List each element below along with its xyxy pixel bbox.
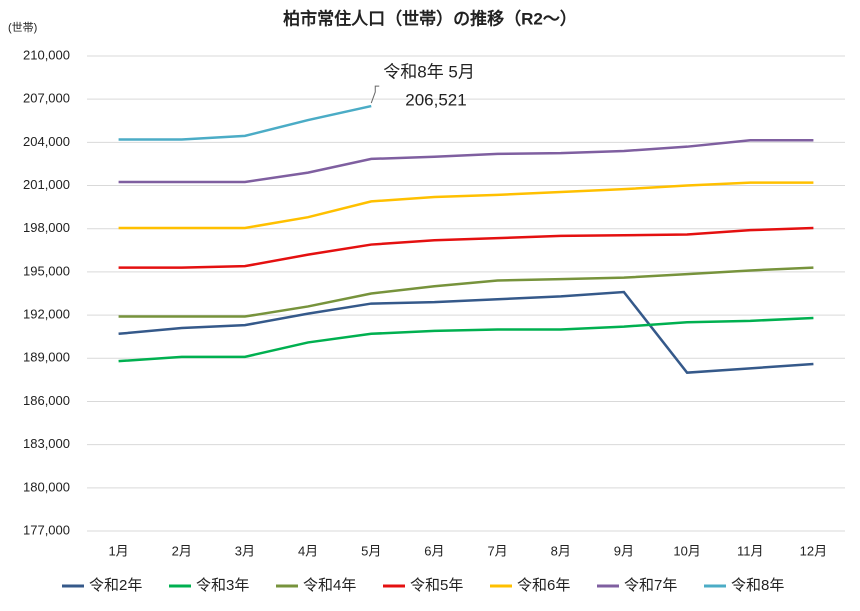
- annotation: 令和8年 5月: [383, 63, 475, 82]
- x-tick-label: 10月: [673, 543, 700, 558]
- x-tick-label: 11月: [737, 543, 764, 558]
- y-tick-label: 189,000: [23, 350, 70, 365]
- x-tick-label: 2月: [172, 543, 192, 558]
- x-tick-label: 9月: [614, 543, 634, 558]
- value-label: 206,521: [405, 91, 466, 110]
- legend-label: 令和3年: [196, 577, 249, 594]
- y-axis-label: (世帯): [8, 21, 37, 34]
- y-tick-label: 177,000: [23, 522, 70, 537]
- y-tick-label: 198,000: [23, 220, 70, 235]
- y-tick-label: 210,000: [23, 47, 70, 62]
- series-line: [118, 104, 372, 141]
- series-line: [118, 226, 814, 269]
- x-tick-label: 6月: [424, 543, 444, 558]
- legend-label: 令和6年: [517, 577, 570, 594]
- x-tick-label: 1月: [108, 543, 128, 558]
- legend-label: 令和2年: [89, 577, 142, 594]
- x-tick-label: 12月: [800, 543, 827, 558]
- y-tick-label: 195,000: [23, 263, 70, 278]
- series-line: [118, 181, 814, 230]
- y-tick-label: 186,000: [23, 393, 70, 408]
- series-line: [118, 316, 814, 363]
- y-tick-label: 207,000: [23, 91, 70, 106]
- annotation-leader: [370, 85, 380, 104]
- y-tick-label: 204,000: [23, 134, 70, 149]
- chart-title: 柏市常住人口（世帯）の推移（R2～）: [283, 8, 577, 28]
- series-line: [118, 266, 814, 318]
- y-tick-label: 192,000: [23, 307, 70, 322]
- y-tick-label: 183,000: [23, 436, 70, 451]
- series-line: [118, 138, 814, 184]
- y-tick-label: 180,000: [23, 479, 70, 494]
- legend-label: 令和4年: [303, 577, 356, 594]
- x-tick-label: 4月: [298, 543, 318, 558]
- y-tick-label: 201,000: [23, 177, 70, 192]
- x-tick-label: 3月: [235, 543, 255, 558]
- legend-label: 令和7年: [624, 577, 677, 594]
- legend-label: 令和5年: [410, 577, 463, 594]
- x-tick-label: 7月: [487, 543, 507, 558]
- legend-label: 令和8年: [731, 577, 784, 594]
- x-tick-label: 5月: [361, 543, 381, 558]
- series-line: [118, 290, 814, 374]
- x-tick-label: 8月: [551, 543, 571, 558]
